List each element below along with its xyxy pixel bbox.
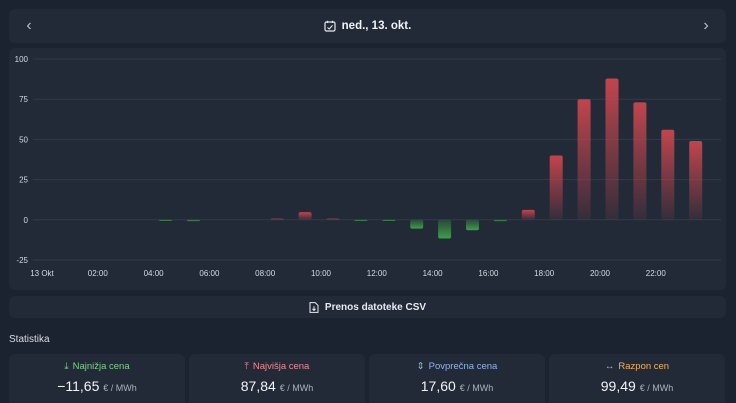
calendar-icon bbox=[324, 20, 336, 32]
y-tick-label: 0 bbox=[24, 216, 29, 225]
x-tick-label: 04:00 bbox=[144, 269, 165, 278]
stat-card-min: ⤓ Najnižja cena −11,65 € / MWh bbox=[9, 354, 185, 403]
y-tick-label: -25 bbox=[16, 256, 28, 265]
price-chart: 100 75 50 25 0 -25 13 Okt 02:00 04:00 06:00 08:00 1… bbox=[9, 48, 726, 290]
x-tick-label: 08:00 bbox=[255, 269, 276, 278]
stat-value-number: 87,84 bbox=[240, 378, 276, 394]
y-tick-label: 100 bbox=[15, 55, 29, 64]
price-bar[interactable] bbox=[689, 141, 703, 220]
stat-label-min: ⤓ Najnižja cena bbox=[9, 361, 185, 372]
price-bar[interactable] bbox=[326, 218, 340, 220]
stat-value-unit: € / MWh bbox=[459, 383, 494, 393]
stat-label-range: ↔ Razpon cen bbox=[549, 361, 725, 372]
stat-value-number: −11,65 bbox=[57, 378, 100, 394]
price-bar[interactable] bbox=[438, 219, 452, 239]
x-tick-label: 22:00 bbox=[646, 269, 667, 278]
arrow-up-icon: ⤒ bbox=[244, 361, 249, 372]
stat-value-number: 17,60 bbox=[420, 378, 456, 394]
range-icon: ↔ bbox=[604, 361, 615, 372]
price-bar[interactable] bbox=[466, 219, 479, 231]
stat-label-max: ⤒ Najvišja cena bbox=[189, 361, 365, 372]
x-tick-label: 13 Okt bbox=[30, 269, 54, 278]
stat-label-average: ⇕ Povprečna cena bbox=[369, 361, 545, 372]
price-bar[interactable] bbox=[382, 219, 396, 221]
x-tick-label: 16:00 bbox=[478, 269, 499, 278]
x-tick-label: 10:00 bbox=[311, 269, 332, 278]
arrow-down-icon: ⤓ bbox=[64, 361, 69, 372]
price-bar[interactable] bbox=[298, 212, 312, 220]
date-selector[interactable]: ned., 13. okt. bbox=[324, 20, 412, 32]
price-bar[interactable] bbox=[493, 219, 507, 222]
price-bar[interactable] bbox=[410, 219, 424, 229]
stat-label-text: Razpon cen bbox=[618, 361, 670, 372]
chevron-right-icon[interactable]: › bbox=[703, 17, 709, 34]
price-bar[interactable] bbox=[605, 78, 619, 220]
average-icon: ⇕ bbox=[416, 361, 425, 372]
price-bar[interactable] bbox=[633, 102, 647, 220]
price-bar[interactable] bbox=[270, 218, 284, 220]
file-download-icon bbox=[309, 301, 319, 313]
x-tick-label: 12:00 bbox=[367, 269, 388, 278]
y-tick-label: 50 bbox=[19, 135, 28, 144]
x-tick-label: 14:00 bbox=[423, 269, 444, 278]
x-tick-label: 20:00 bbox=[590, 269, 611, 278]
stat-value-max: 87,84 € / MWh bbox=[189, 378, 365, 394]
price-bar[interactable] bbox=[549, 155, 563, 220]
date-navigation-bar: ‹ ned., 13. okt. › bbox=[9, 9, 726, 43]
stat-value-min: −11,65 € / MWh bbox=[9, 378, 185, 394]
stat-label-text: Najnižja cena bbox=[72, 361, 130, 372]
x-tick-label: 18:00 bbox=[534, 269, 555, 278]
stat-value-unit: € / MWh bbox=[639, 383, 674, 393]
stat-label-text: Najvišja cena bbox=[252, 361, 310, 372]
stat-card-average: ⇕ Povprečna cena 17,60 € / MWh bbox=[369, 354, 545, 403]
stat-value-number: 99,49 bbox=[600, 378, 636, 394]
price-bar[interactable] bbox=[159, 219, 173, 221]
stat-label-text: Povprečna cena bbox=[428, 361, 498, 372]
price-bar[interactable] bbox=[187, 219, 200, 222]
date-label: ned., 13. okt. bbox=[341, 20, 412, 32]
price-bar[interactable] bbox=[354, 219, 368, 221]
x-tick-label: 06:00 bbox=[199, 269, 220, 278]
y-tick-label: 25 bbox=[19, 176, 28, 185]
stat-card-range: ↔ Razpon cen 99,49 € / MWh bbox=[549, 354, 725, 403]
price-bar[interactable] bbox=[661, 129, 675, 220]
stat-value-unit: € / MWh bbox=[279, 383, 314, 393]
stats-heading: Statistika bbox=[9, 334, 50, 345]
csv-download-label: Prenos datoteke CSV bbox=[324, 301, 427, 313]
csv-download-button[interactable]: Prenos datoteke CSV bbox=[9, 296, 726, 318]
chevron-left-icon[interactable]: ‹ bbox=[26, 17, 32, 34]
price-bar[interactable] bbox=[521, 209, 535, 220]
stat-value-range: 99,49 € / MWh bbox=[549, 378, 725, 394]
stat-card-max: ⤒ Najvišja cena 87,84 € / MWh bbox=[189, 354, 365, 403]
y-tick-label: 75 bbox=[19, 95, 28, 104]
price-bar[interactable] bbox=[577, 99, 591, 220]
stat-value-unit: € / MWh bbox=[103, 383, 137, 393]
stat-value-average: 17,60 € / MWh bbox=[369, 378, 545, 394]
x-tick-label: 02:00 bbox=[88, 269, 109, 278]
